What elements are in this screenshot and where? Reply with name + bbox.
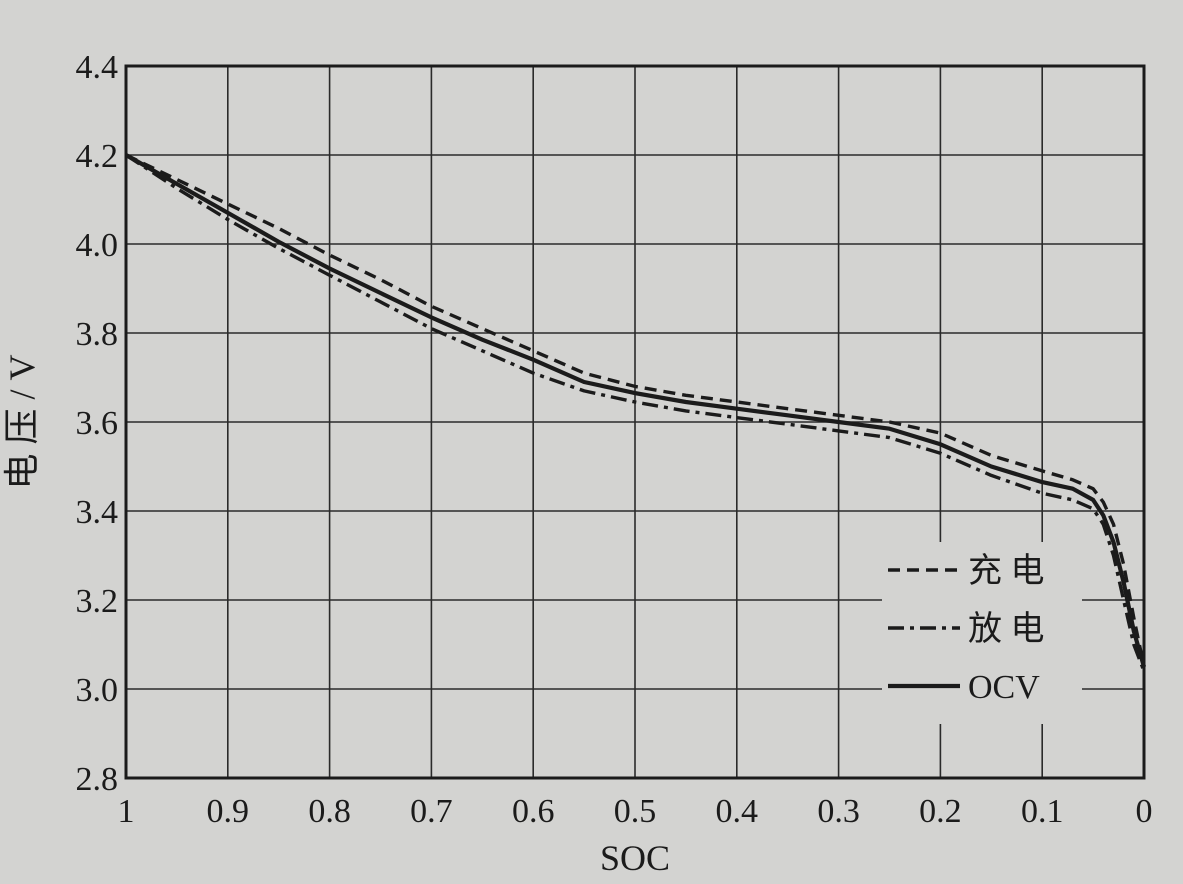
y-tick-label: 3.8 bbox=[76, 316, 119, 353]
series-layer bbox=[124, 153, 1147, 672]
legend-label: 充 电 bbox=[968, 552, 1045, 590]
y-tick-label: 4.2 bbox=[76, 138, 119, 175]
x-tick-label: 0.2 bbox=[919, 793, 962, 830]
y-tick-label: 3.4 bbox=[76, 494, 119, 531]
y-tick-label: 3.6 bbox=[76, 405, 119, 442]
series-line-ocv bbox=[124, 153, 1147, 668]
y-tick-label: 3.0 bbox=[76, 672, 119, 709]
legend-label: OCV bbox=[968, 669, 1040, 706]
x-tick-label: 1 bbox=[118, 793, 135, 830]
y-axis-title: 电 压 / V bbox=[2, 354, 42, 489]
x-tick-label: 0.4 bbox=[716, 793, 759, 830]
x-tick-label: 0.5 bbox=[614, 793, 657, 830]
x-tick-label: 0.9 bbox=[207, 793, 250, 830]
x-axis-title: SOC bbox=[600, 838, 670, 878]
plot-frame bbox=[124, 64, 1146, 780]
x-tick-label: 0.1 bbox=[1021, 793, 1064, 830]
x-tick-label: 0.8 bbox=[308, 793, 351, 830]
y-tick-label: 3.2 bbox=[76, 583, 119, 620]
y-tick-label: 4.4 bbox=[76, 49, 119, 86]
x-tick-label: 0 bbox=[1136, 793, 1153, 830]
series-line-discharge bbox=[125, 153, 1146, 672]
x-tick-label: 0.7 bbox=[410, 793, 453, 830]
y-tick-label: 2.8 bbox=[76, 761, 119, 798]
x-tick-label: 0.6 bbox=[512, 793, 555, 830]
legend-background bbox=[882, 542, 1082, 724]
series-line-charge bbox=[125, 153, 1146, 668]
legend-label: 放 电 bbox=[968, 610, 1045, 648]
tick-layer: 1 0.9 0.8 0.7 0.6 0.5 0.4 0.3 0.2 0.1 0 4.4 4.2 4.0 3.… bbox=[76, 49, 1153, 830]
y-tick-label: 4.0 bbox=[76, 227, 119, 264]
legend: 充 电放 电 OCV bbox=[882, 542, 1082, 724]
x-tick-label: 0.3 bbox=[817, 793, 860, 830]
